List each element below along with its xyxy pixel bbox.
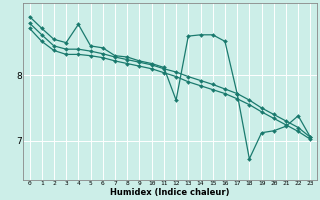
X-axis label: Humidex (Indice chaleur): Humidex (Indice chaleur) [110, 188, 230, 197]
